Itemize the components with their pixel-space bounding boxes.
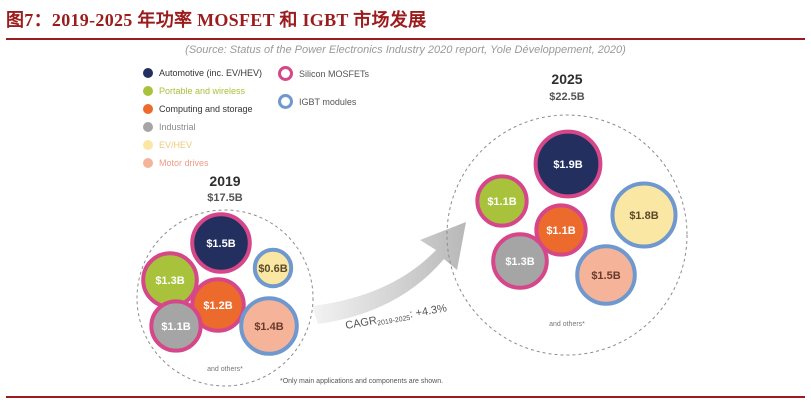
title-rule <box>6 38 805 40</box>
bubble-label: $1.9B <box>553 159 582 171</box>
bubble: $1.1B <box>475 174 529 228</box>
bubble: $1.4B <box>239 296 299 356</box>
others-label: and others* <box>207 366 243 373</box>
legend-item-motor: Motor drives <box>143 158 209 168</box>
bubble: $0.6B <box>252 247 294 289</box>
bubble: $1.9B <box>533 129 603 199</box>
legend-item-mosfet: Silicon MOSFETs <box>278 66 369 81</box>
bubble-label: $1.5B <box>591 270 620 282</box>
bubble-label: $1.4B <box>254 321 283 333</box>
legend-item-industrial: Industrial <box>143 122 196 132</box>
bubble: $1.3B <box>141 251 199 309</box>
legend-ring <box>278 94 293 109</box>
year-label: 2019 <box>209 173 240 189</box>
bubble-circle <box>475 174 529 228</box>
legend-label: EV/HEV <box>159 140 193 150</box>
footnote: *Only main applications and components a… <box>280 378 443 385</box>
legend-swatch <box>143 86 153 96</box>
bubble-label: $1.3B <box>155 275 184 287</box>
bubble-circle <box>610 181 678 249</box>
bubble-circle <box>149 299 203 353</box>
bubble-circle <box>190 212 252 274</box>
bubble: $1.8B <box>610 181 678 249</box>
legend-swatch <box>143 104 153 114</box>
bubble-label: $1.1B <box>487 196 516 208</box>
bubble-label: $0.6B <box>258 263 287 275</box>
legend-item-evhev: EV/HEV <box>143 140 192 150</box>
legend-label: Silicon MOSFETs <box>299 68 370 79</box>
year-label: 2025 <box>551 71 582 87</box>
bubble-label: $1.5B <box>206 238 235 250</box>
bubble-label: $1.2B <box>203 300 232 312</box>
bubble-circle <box>534 203 588 257</box>
legend-label: Portable and wireless <box>159 86 246 96</box>
legend-swatch <box>143 158 153 168</box>
others-label: and others* <box>549 321 585 328</box>
legend-ring <box>278 66 293 81</box>
legend-swatch <box>143 122 153 132</box>
legend-item-portable: Portable and wireless <box>143 86 245 96</box>
bubble-circle <box>252 247 294 289</box>
bubble-label: $1.8B <box>629 210 658 222</box>
panel-2019: 2019 $17.5B $1.5B $1.3B $0.6B $1.2B $1.1B $1.4B… <box>136 173 314 387</box>
bubble: $1.1B <box>149 299 203 353</box>
bubble: $1.5B <box>575 244 637 306</box>
bubble: $1.5B <box>190 212 252 274</box>
legend-label: Motor drives <box>159 158 209 168</box>
bubble-label: $1.1B <box>546 225 575 237</box>
growth-arrow <box>312 222 466 324</box>
legend-swatch <box>143 68 153 78</box>
bubble: $1.1B <box>534 203 588 257</box>
bubble-circle <box>491 232 549 290</box>
legend-item-automotive: Automotive (inc. EV/HEV) <box>143 68 262 78</box>
bubble-circle <box>239 296 299 356</box>
panel-2025: 2025 $22.5B $1.9B $1.1B $1.8B $1.1B $1.3B $1.5B… <box>446 71 688 356</box>
bubble: $1.3B <box>491 232 549 290</box>
legend-item-igbt: IGBT modules <box>278 94 356 109</box>
footer-rule <box>6 396 805 398</box>
market-boundary <box>446 114 688 356</box>
figure-title: 图7：2019-2025 年功率 MOSFET 和 IGBT 市场发展 <box>6 10 427 30</box>
market-boundary <box>136 209 314 387</box>
legend-swatch <box>143 140 153 150</box>
bubble-label: $1.3B <box>505 256 534 268</box>
total-label: $17.5B <box>207 192 243 204</box>
source-note: (Source: Status of the Power Electronics… <box>185 44 626 56</box>
legend-label: Computing and storage <box>159 104 253 114</box>
total-label: $22.5B <box>549 91 585 103</box>
legend-label: Industrial <box>159 122 196 132</box>
bubble-circle <box>533 129 603 199</box>
bubble-label: $1.1B <box>161 321 190 333</box>
bubble-circle <box>575 244 637 306</box>
legend-label: IGBT modules <box>299 96 357 107</box>
legend-label: Automotive (inc. EV/HEV) <box>159 68 263 78</box>
legend-item-computing: Computing and storage <box>143 104 253 114</box>
